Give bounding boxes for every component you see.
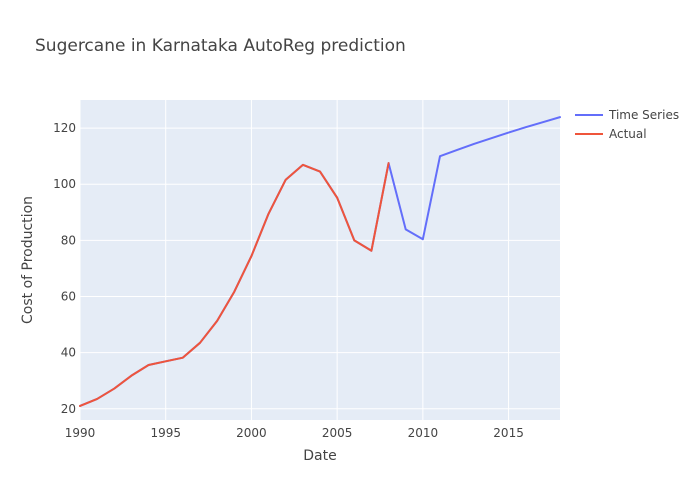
x-tick-label: 2015 (493, 426, 524, 440)
y-axis-ticks: 20 40 60 80 100 120 (53, 121, 76, 416)
legend-label: Actual (609, 127, 647, 141)
x-tick-label: 2000 (236, 426, 267, 440)
y-tick-label: 80 (61, 233, 76, 247)
y-tick-label: 20 (61, 402, 76, 416)
gridlines (79, 100, 560, 420)
y-tick-label: 120 (53, 121, 76, 135)
x-axis-ticks: 1990 1995 2000 2005 2010 2015 (65, 426, 524, 440)
x-tick-label: 2010 (408, 426, 439, 440)
x-tick-label: 1995 (150, 426, 181, 440)
legend[interactable]: Time Series Actual (575, 108, 679, 141)
y-axis-title: Cost of Production (20, 196, 36, 324)
series-line-actual[interactable] (79, 162, 390, 407)
plot-area (80, 100, 560, 420)
x-tick-label: 1990 (65, 426, 96, 440)
y-tick-label: 40 (61, 346, 76, 360)
x-tick-label: 2005 (322, 426, 353, 440)
series-lines (79, 116, 561, 407)
y-tick-label: 100 (53, 177, 76, 191)
x-axis-title: Date (303, 448, 336, 464)
y-tick-label: 60 (61, 289, 76, 303)
chart-title: Sugercane in Karnataka AutoReg predictio… (35, 36, 406, 56)
legend-label: Time Series (608, 108, 679, 122)
